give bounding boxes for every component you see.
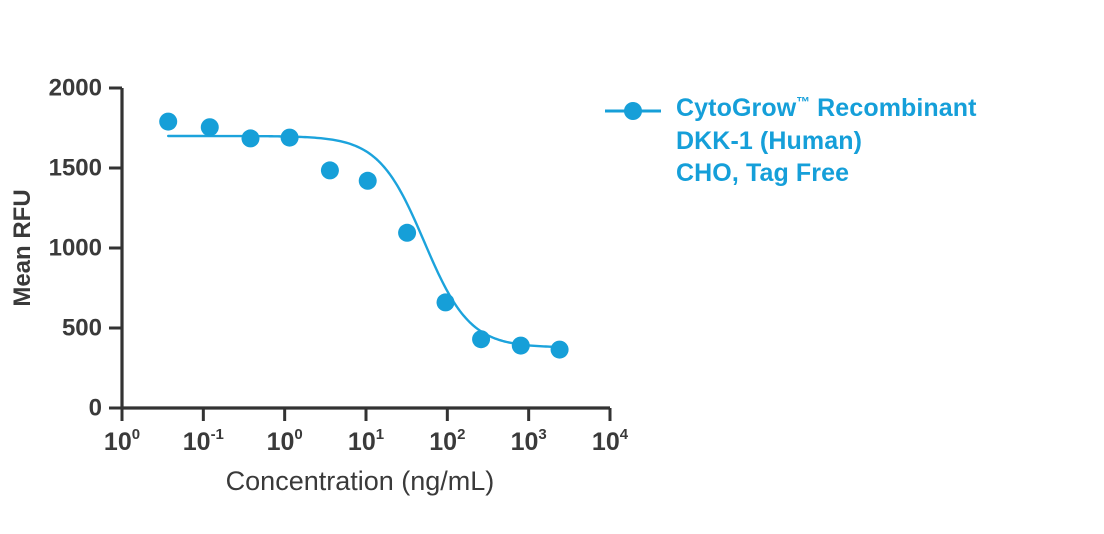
data-point [320,161,339,180]
x-tick-label: 100 [267,426,303,456]
data-point [280,128,299,147]
data-point [159,112,178,131]
data-point [511,336,530,355]
y-tick-label: 1500 [49,154,102,181]
y-tick-label: 500 [62,314,102,341]
legend-label: CytoGrow™ Recombinant DKK-1 (Human) CHO,… [676,94,977,187]
y-axis-title: Mean RFU [9,189,36,306]
data-point-group [159,112,569,359]
x-tick-label: 104 [592,426,629,456]
y-tick-label: 1000 [49,234,102,261]
data-point [398,223,417,242]
data-point [200,118,219,137]
y-tick-label: 0 [89,394,102,421]
data-point [436,293,455,312]
x-tick-label: 10-1 [183,426,224,456]
x-axis-tick-marks [120,408,612,421]
x-tick-label: 102 [429,426,465,456]
legend-marker-icon [605,102,661,120]
x-axis-tick-labels: 100 10-1 100 101 102 103 104 [104,426,629,456]
y-axis-tick-marks [109,86,122,410]
trademark-symbol: ™ [796,94,811,110]
y-tick-label: 2000 [49,74,102,101]
x-tick-label: 100 [104,426,140,456]
chart-legend: CytoGrow™ Recombinant DKK-1 (Human) CHO,… [604,92,977,190]
data-point [550,340,569,359]
x-tick-label: 101 [348,426,384,456]
fit-curve [167,134,561,349]
x-axis-title: Concentration (ng/mL) [226,466,495,496]
data-point [358,171,377,190]
data-point [241,129,260,148]
y-axis-tick-labels: 0 500 1000 1500 2000 [49,74,102,421]
x-tick-label: 103 [511,426,547,456]
data-point [472,330,491,349]
